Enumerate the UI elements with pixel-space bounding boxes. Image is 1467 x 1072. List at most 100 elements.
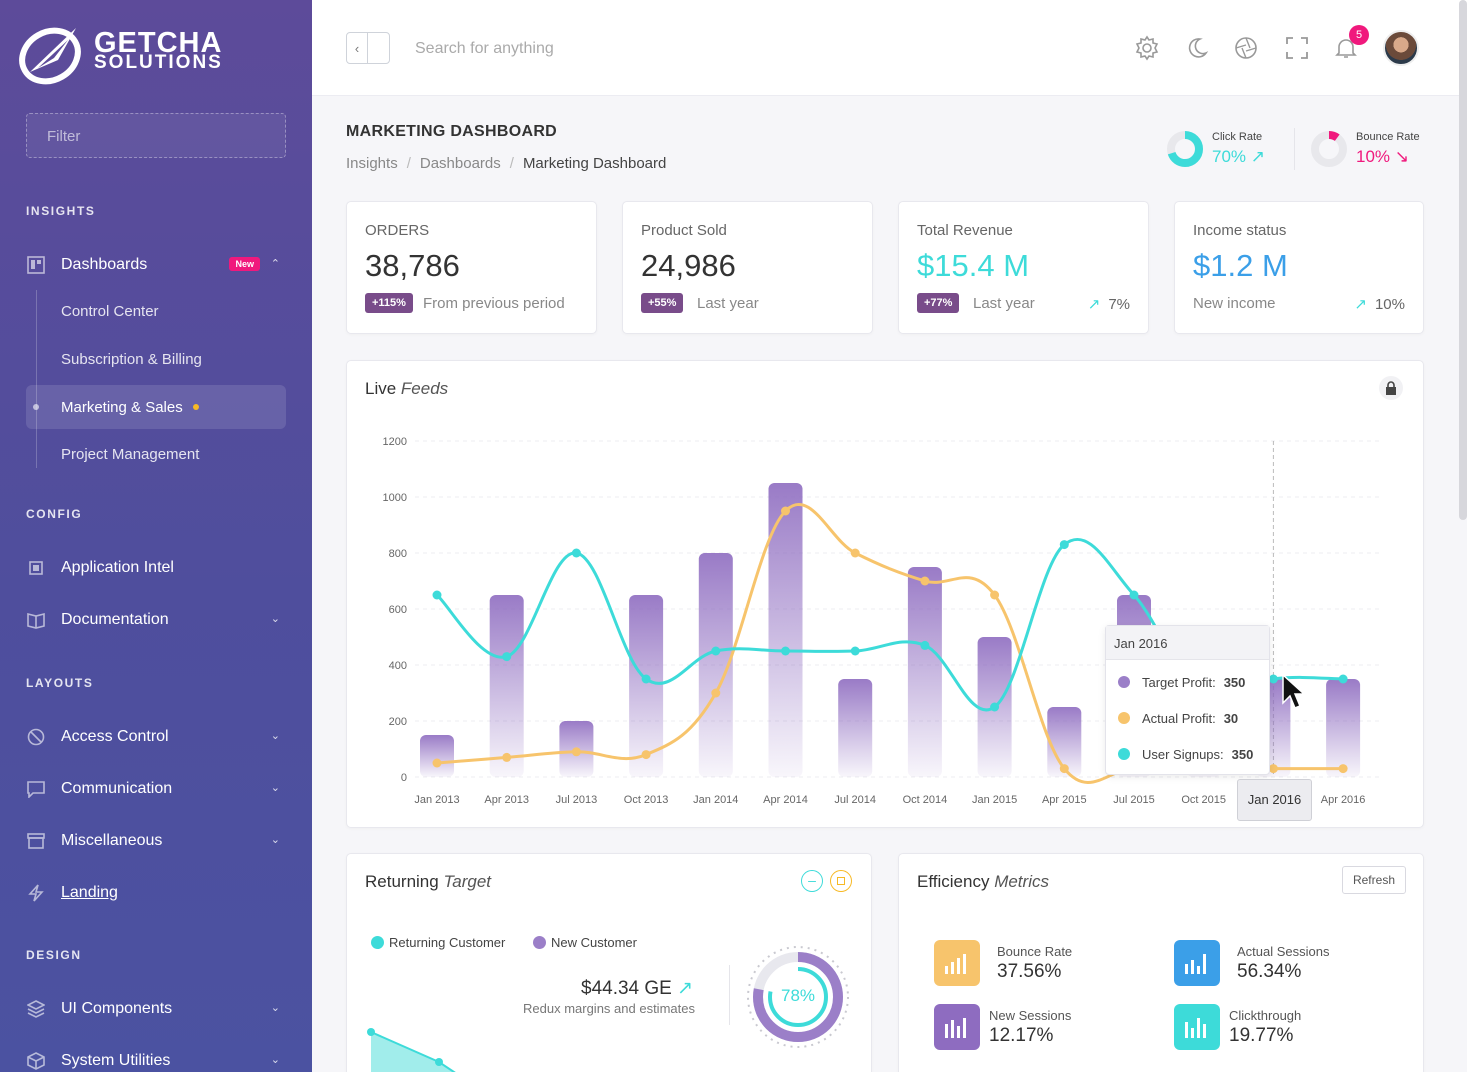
status-dot — [192, 404, 199, 410]
chat-icon — [26, 779, 46, 799]
aperture-icon[interactable] — [1232, 34, 1260, 62]
total-revenue-card: Total Revenue $15.4 M +77% Last year ↗ 7% — [898, 201, 1149, 334]
breadcrumb-separator: / — [509, 155, 514, 172]
kpi-subtext: New income — [1193, 295, 1276, 312]
chevron-down-icon: ⌄ — [270, 730, 280, 742]
brand-line1: GETCHA — [94, 27, 223, 59]
point-actual-profit — [711, 688, 721, 698]
settings-icon[interactable] — [1133, 34, 1161, 62]
gauge-arc-inner — [768, 967, 828, 1027]
lightning-icon — [26, 883, 46, 903]
bounce-rate-value: 10% ↘ — [1356, 147, 1410, 166]
y-tick-label: 1200 — [383, 436, 407, 448]
y-tick-label: 0 — [401, 772, 407, 784]
collapse-sidebar-button[interactable]: ‹ — [346, 32, 390, 64]
point-user-signups — [1059, 540, 1069, 550]
x-tick-label: Jul 2015 — [1113, 794, 1155, 806]
point-actual-profit — [1338, 764, 1348, 774]
sidebar-item-landing[interactable]: Landing — [26, 873, 286, 913]
bounce-rate-arc — [1311, 131, 1347, 167]
metric-label: New Sessions — [989, 1007, 1072, 1023]
sidebar-item-documentation[interactable]: Documentation ⌄ — [26, 600, 286, 640]
sidebar-item-dashboards[interactable]: Dashboards New ⌃ — [26, 245, 286, 285]
sidebar-item-app-intel[interactable]: Application Intel — [26, 548, 286, 588]
income-status-card: Income status $1.2 M New income ↗ 10% — [1174, 201, 1424, 334]
metric-actual-sessions: Actual Sessions 56.34% — [1174, 940, 1330, 986]
click-rate-donut — [1167, 131, 1203, 167]
point-user-signups — [781, 646, 790, 656]
x-axis-crosshair-label: Jan 2016 — [1237, 779, 1312, 821]
kpi-value: 38,786 — [365, 248, 460, 283]
point-user-signups — [1268, 674, 1278, 684]
page-scrollbar[interactable] — [1459, 0, 1467, 520]
kpi-subtext: Last year — [697, 295, 759, 312]
x-tick-label: Apr 2014 — [763, 794, 808, 806]
legend-returning: Returning Customer — [371, 935, 505, 950]
breadcrumb-insights[interactable]: Insights — [346, 155, 398, 172]
x-tick-label: Oct 2014 — [903, 794, 948, 806]
sidebar-item-label: System Utilities — [61, 1052, 171, 1069]
click-rate-label: Click Rate — [1212, 131, 1263, 143]
search-input[interactable]: Search for anything — [415, 40, 554, 57]
lock-icon[interactable] — [1379, 376, 1403, 400]
trend-up-icon: ↗ — [1354, 296, 1367, 313]
tooltip-date: Jan 2016 — [1106, 626, 1269, 660]
gauge-arc-outer — [753, 952, 843, 1042]
sidebar-item-label: Dashboards — [61, 256, 148, 273]
sidebar-subitem-project[interactable]: Project Management — [61, 445, 200, 463]
minimize-icon[interactable]: – — [801, 870, 823, 892]
divider — [729, 965, 730, 1025]
sidebar-item-ui-components[interactable]: UI Components ⌄ — [26, 989, 286, 1029]
sidebar-item-misc[interactable]: Miscellaneous ⌄ — [26, 821, 286, 861]
fullscreen-icon[interactable] — [1283, 34, 1311, 62]
sidebar-subitem-marketing[interactable]: Marketing & Sales — [26, 385, 286, 429]
top-bar: ‹ Search for anything 5 — [312, 0, 1467, 96]
avatar[interactable] — [1383, 30, 1419, 66]
metric-value: 19.77% — [1229, 1024, 1294, 1046]
tooltip-row-target: Target Profit: 350 — [1106, 664, 1269, 700]
point-actual-profit — [641, 750, 651, 760]
filter-input[interactable]: Filter — [26, 113, 286, 158]
gauge-value: 78% — [780, 986, 816, 1005]
sidebar-item-communication[interactable]: Communication ⌄ — [26, 769, 286, 809]
bar-target-profit — [420, 735, 454, 777]
kpi-trend: ↗ 7% — [1087, 295, 1130, 314]
bar-target-profit — [489, 595, 524, 777]
sidebar-item-access-control[interactable]: Access Control ⌄ — [26, 717, 286, 757]
brand-logo[interactable]: GETCHA SOLUTIONS — [18, 20, 223, 86]
bar-chart-icon — [934, 940, 980, 986]
sidebar-subitem-control-center[interactable]: Control Center — [61, 302, 159, 320]
kpi-change-badge: +55% — [641, 293, 684, 313]
bar-chart-icon — [1174, 940, 1220, 986]
metric-new-sessions: New Sessions 12.17% — [934, 1004, 1071, 1050]
bar-target-profit — [698, 553, 733, 777]
x-tick-label: Oct 2013 — [624, 794, 669, 806]
metric-label: Actual Sessions — [1237, 943, 1330, 959]
breadcrumb-dashboards[interactable]: Dashboards — [419, 155, 501, 172]
y-tick-label: 800 — [389, 548, 407, 560]
moon-icon[interactable] — [1183, 34, 1211, 62]
sidebar-subitem-label: Marketing & Sales — [61, 398, 183, 416]
trend-down-icon: ↘ — [1394, 147, 1410, 166]
y-tick-label: 200 — [389, 716, 407, 728]
breadcrumb: Insights / Dashboards / Marketing Dashbo… — [346, 155, 666, 172]
new-badge: New — [229, 257, 260, 271]
efficiency-metrics-card: Efficiency Metrics Refresh — [898, 853, 1424, 1072]
sidebar-subitem-subscription[interactable]: Subscription & Billing — [61, 350, 202, 368]
sidebar-item-label: Miscellaneous — [61, 832, 163, 849]
bell-icon[interactable] — [1332, 34, 1360, 62]
notification-badge: 5 — [1349, 25, 1369, 45]
divider — [1294, 128, 1295, 170]
block-icon — [26, 727, 46, 747]
card-title: Efficiency Metrics — [917, 872, 1049, 891]
sidebar-item-system-utilities[interactable]: System Utilities ⌄ — [26, 1041, 286, 1072]
section-config: CONFIG — [26, 507, 83, 521]
refresh-button[interactable]: Refresh — [1341, 866, 1406, 894]
maximize-icon[interactable] — [830, 870, 852, 892]
x-tick-label: Apr 2013 — [484, 794, 529, 806]
archive-icon — [26, 831, 46, 851]
tooltip-row-actual: Actual Profit: 30 — [1106, 700, 1269, 736]
x-tick-label: Jan 2014 — [693, 794, 738, 806]
tooltip-row-signups: User Signups: 350 — [1106, 736, 1269, 772]
kpi-subtext: From previous period — [423, 295, 565, 312]
